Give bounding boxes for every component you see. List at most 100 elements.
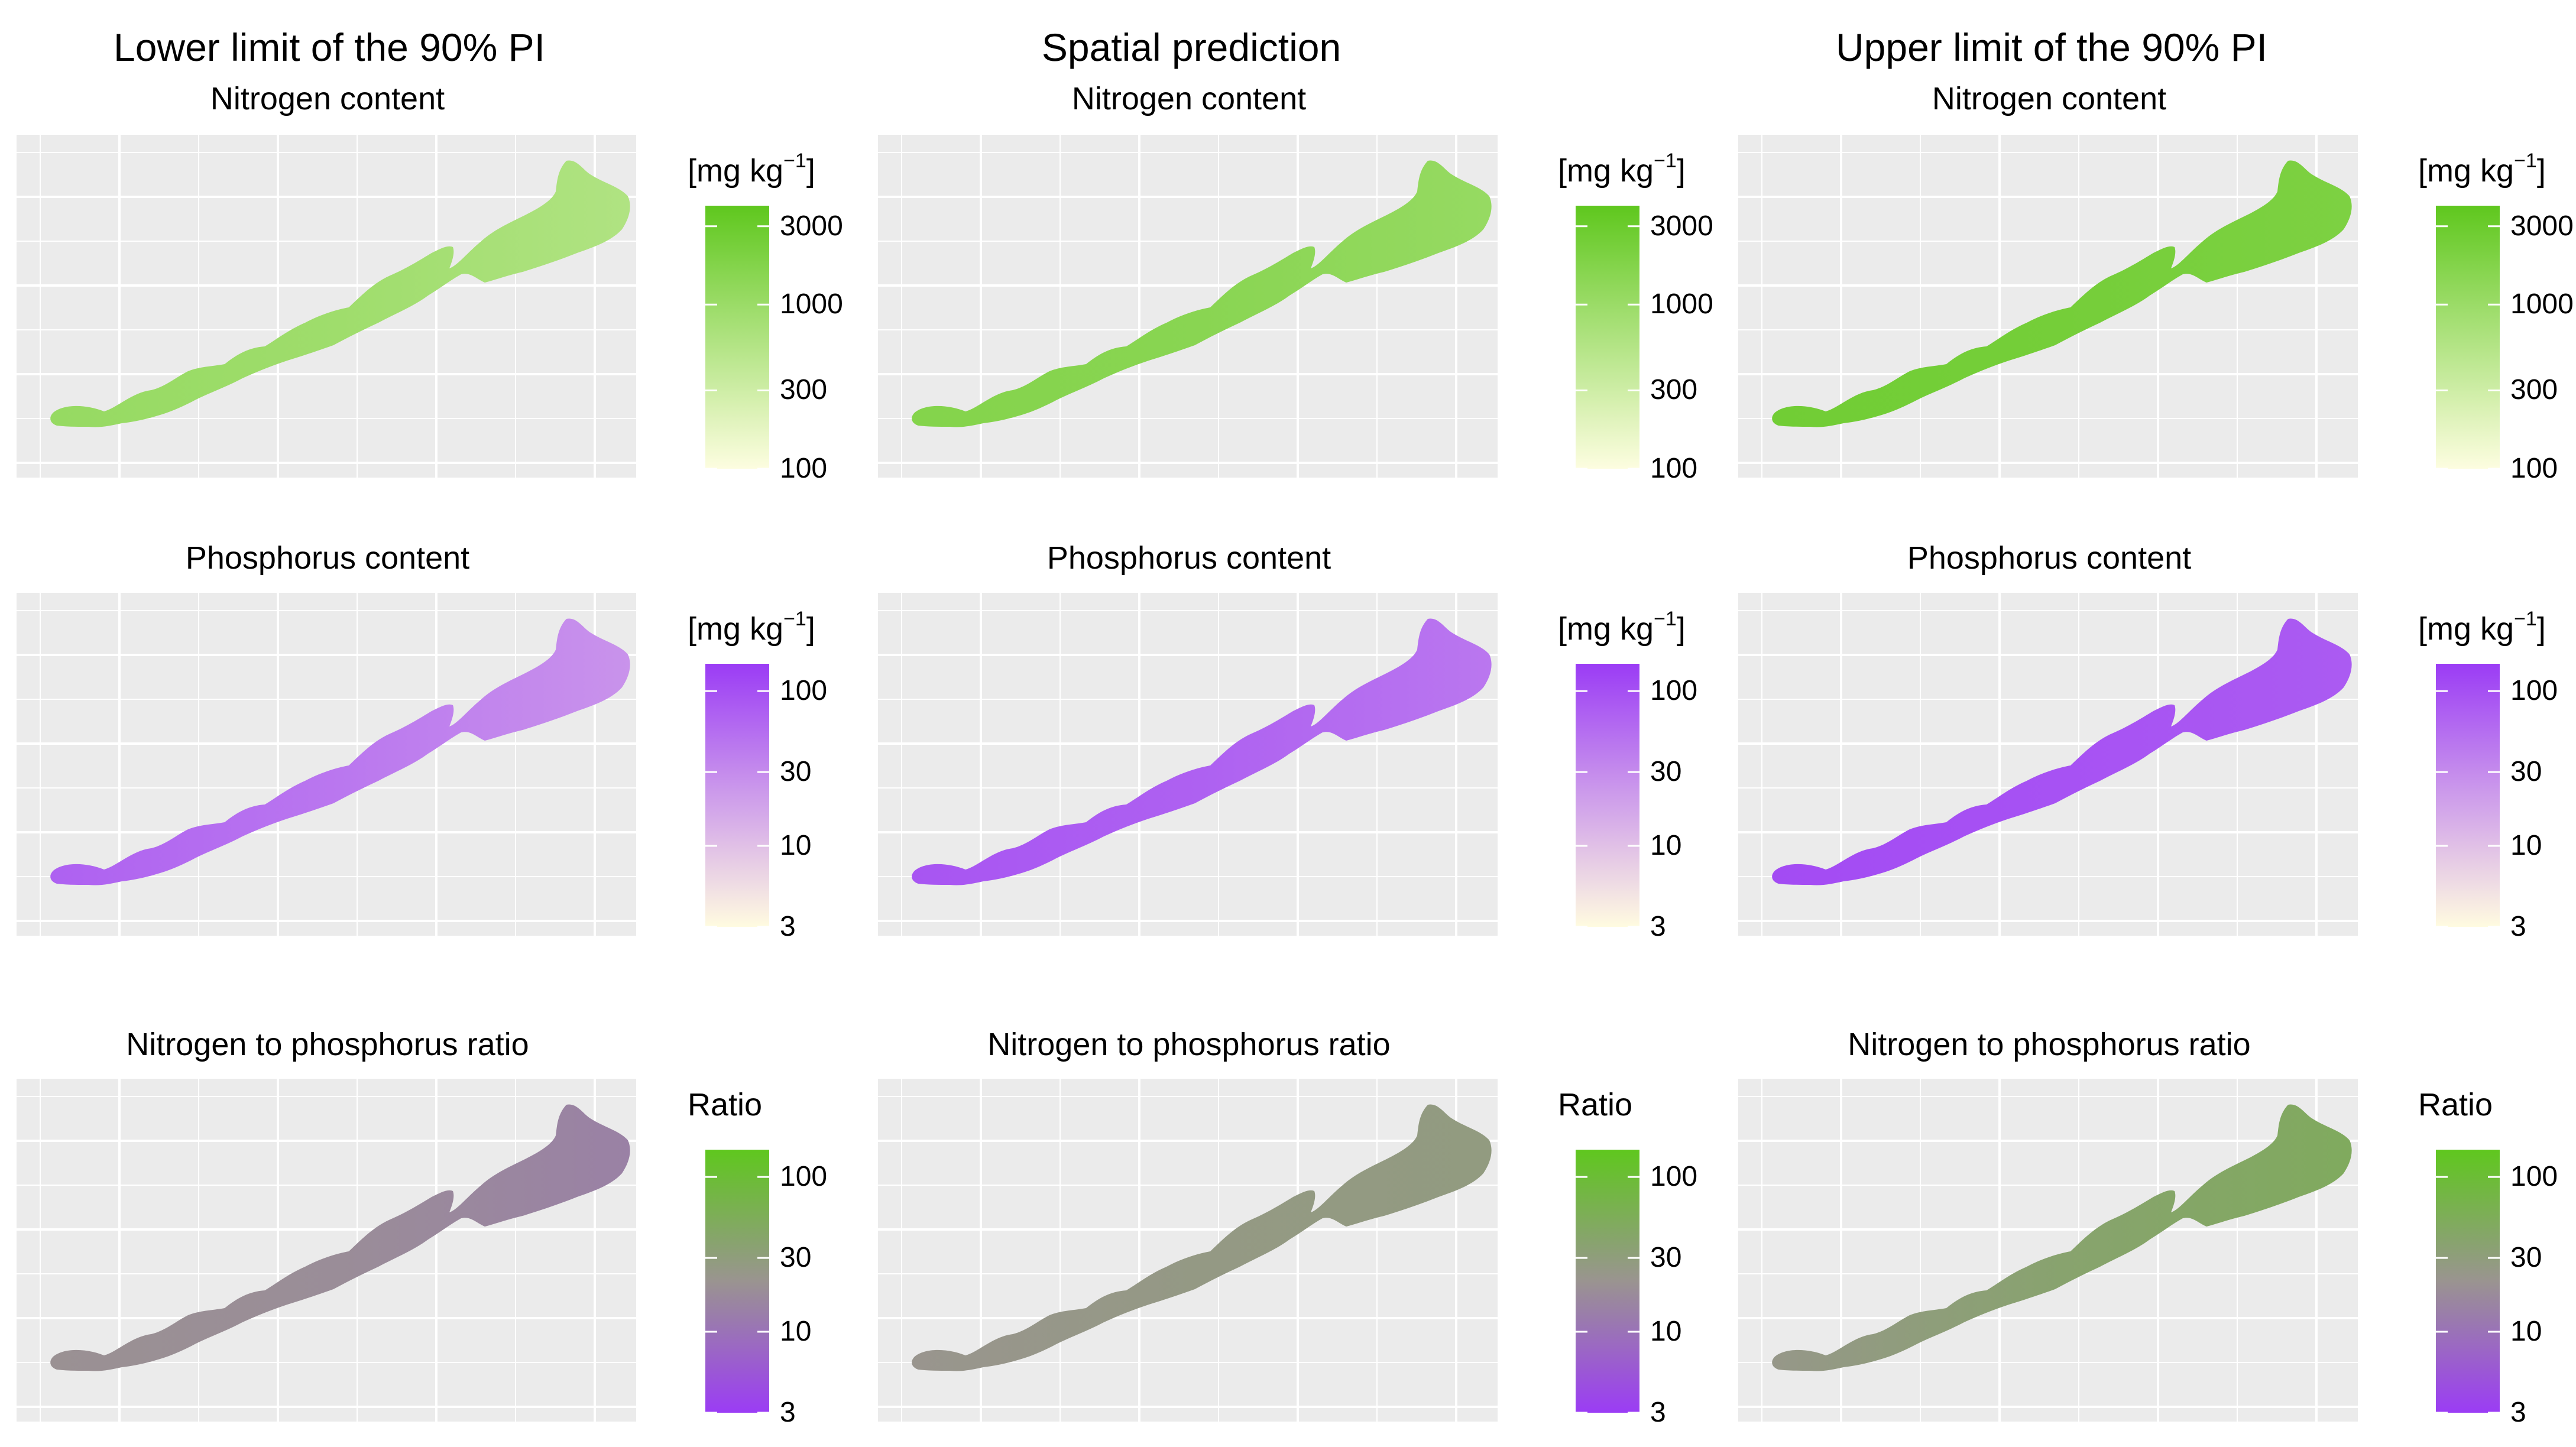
- lake-map-shape: [1772, 618, 2352, 885]
- legend-gradient-bar: [705, 664, 769, 927]
- legend-title: [mg kg−1]: [688, 142, 815, 190]
- legend-title-close: ]: [1676, 153, 1686, 189]
- legend-colorbar: [705, 664, 769, 928]
- lake-map-shape: [50, 618, 630, 885]
- legend-title-text: [mg kg: [688, 611, 784, 647]
- legend-colorbar: [2436, 664, 2500, 928]
- legend-tick-label: 3000: [780, 210, 843, 242]
- lake-map-shape: [50, 1104, 630, 1371]
- map-panel: [17, 135, 636, 478]
- legend-tick-label: 300: [780, 374, 828, 406]
- panel-title: Nitrogen to phosphorus ratio: [126, 1027, 529, 1062]
- legend-tick-label: 1000: [1650, 288, 1713, 320]
- grid-lines: [1738, 593, 2358, 936]
- legend-tick-label: 3: [1650, 911, 1666, 942]
- color-legend: [mg kg−1] 3000 1000 300 100: [688, 135, 865, 492]
- legend-title-exponent: −1: [1654, 608, 1677, 630]
- panel-title: Nitrogen to phosphorus ratio: [987, 1027, 1391, 1062]
- legend-title: [mg kg−1]: [2418, 600, 2546, 648]
- legend-tick-label: 1000: [780, 288, 843, 320]
- legend-title-close: ]: [2536, 153, 2546, 189]
- map-panel: [878, 593, 1498, 936]
- legend-gradient-bar: [1576, 664, 1639, 927]
- legend-tick-label: 10: [1650, 1316, 1682, 1348]
- panel-title: Phosphorus content: [185, 540, 470, 576]
- legend-tick-label: 100: [1650, 1161, 1698, 1193]
- legend-tick-label: 300: [1650, 374, 1698, 406]
- color-legend: [mg kg−1] 3000 1000 300 100: [1558, 135, 1735, 492]
- legend-title-text: Ratio: [688, 1087, 763, 1122]
- legend-tick-label: 100: [780, 675, 828, 707]
- lake-map-shape: [912, 160, 1492, 427]
- map-panel: [1738, 135, 2358, 478]
- column-title-lower: Lower limit of the 90% PI: [114, 25, 545, 69]
- legend-gradient-bar: [1576, 206, 1639, 469]
- legend-tick-label: 100: [780, 453, 828, 484]
- legend-title: [mg kg−1]: [688, 600, 815, 648]
- legend-colorbar: [705, 1150, 769, 1414]
- color-legend: Ratio 100 30 10 3: [688, 1079, 865, 1436]
- legend-colorbar: [1576, 664, 1639, 928]
- panel-title: Nitrogen to phosphorus ratio: [1848, 1027, 2251, 1062]
- map-panel: [17, 593, 636, 936]
- panel-title: Nitrogen content: [1071, 81, 1307, 116]
- legend-title: Ratio: [1558, 1086, 1632, 1124]
- legend-title-close: ]: [2536, 611, 2546, 647]
- panel-title: Nitrogen content: [1932, 81, 2167, 116]
- legend-title-close: ]: [806, 611, 815, 647]
- column-title-prediction: Spatial prediction: [1041, 25, 1342, 69]
- map-svg: [17, 593, 636, 936]
- legend-title: Ratio: [2418, 1086, 2493, 1124]
- panel-title: Phosphorus content: [1046, 540, 1331, 576]
- legend-tick-label: 1000: [2510, 288, 2574, 320]
- grid-lines: [17, 593, 636, 936]
- map-svg: [1738, 135, 2358, 478]
- legend-title-exponent: −1: [783, 608, 806, 630]
- grid-lines: [1738, 135, 2358, 478]
- map-svg: [878, 135, 1498, 478]
- map-svg: [1738, 1079, 2358, 1422]
- legend-tick-label: 3000: [1650, 210, 1713, 242]
- grid-lines: [878, 135, 1498, 478]
- legend-gradient-bar: [2436, 664, 2500, 927]
- legend-tick-label: 100: [1650, 675, 1698, 707]
- legend-title: [mg kg−1]: [1558, 600, 1686, 648]
- legend-tick-label: 100: [1650, 453, 1698, 484]
- lake-map-shape: [50, 160, 630, 427]
- lake-map-shape: [912, 618, 1492, 885]
- legend-colorbar: [2436, 1150, 2500, 1414]
- legend-title-close: ]: [1676, 611, 1686, 647]
- legend-tick-label: 30: [780, 756, 812, 788]
- map-panel: [1738, 1079, 2358, 1422]
- legend-colorbar: [2436, 206, 2500, 470]
- legend-tick-label: 10: [2510, 830, 2542, 862]
- legend-title-text: [mg kg: [1558, 153, 1654, 189]
- color-legend: [mg kg−1] 100 30 10 3: [1558, 593, 1735, 950]
- legend-tick-label: 300: [2510, 374, 2558, 406]
- legend-tick-label: 30: [2510, 756, 2542, 788]
- legend-tick-label: 100: [2510, 1161, 2558, 1193]
- legend-title-text: Ratio: [1558, 1087, 1633, 1122]
- legend-gradient-bar: [705, 206, 769, 469]
- legend-gradient-bar: [705, 1150, 769, 1413]
- legend-tick-label: 3: [2510, 911, 2526, 942]
- map-panel: [878, 1079, 1498, 1422]
- lake-map-shape: [912, 1104, 1492, 1371]
- legend-colorbar: [1576, 1150, 1639, 1414]
- map-svg: [1738, 593, 2358, 936]
- legend-tick-label: 3: [2510, 1397, 2526, 1428]
- map-svg: [17, 135, 636, 478]
- color-legend: Ratio 100 30 10 3: [2418, 1079, 2576, 1436]
- map-svg: [878, 1079, 1498, 1422]
- legend-gradient-bar: [2436, 206, 2500, 469]
- legend-title-text: Ratio: [2418, 1087, 2493, 1122]
- grid-lines: [17, 135, 636, 478]
- legend-tick-label: 100: [2510, 675, 2558, 707]
- legend-title-close: ]: [806, 153, 815, 189]
- legend-tick-label: 100: [780, 1161, 828, 1193]
- legend-tick-label: 10: [2510, 1316, 2542, 1348]
- lake-map-shape: [1772, 1104, 2352, 1371]
- column-title-upper: Upper limit of the 90% PI: [1836, 25, 2267, 69]
- color-legend: [mg kg−1] 100 30 10 3: [688, 593, 865, 950]
- legend-title-text: [mg kg: [1558, 611, 1654, 647]
